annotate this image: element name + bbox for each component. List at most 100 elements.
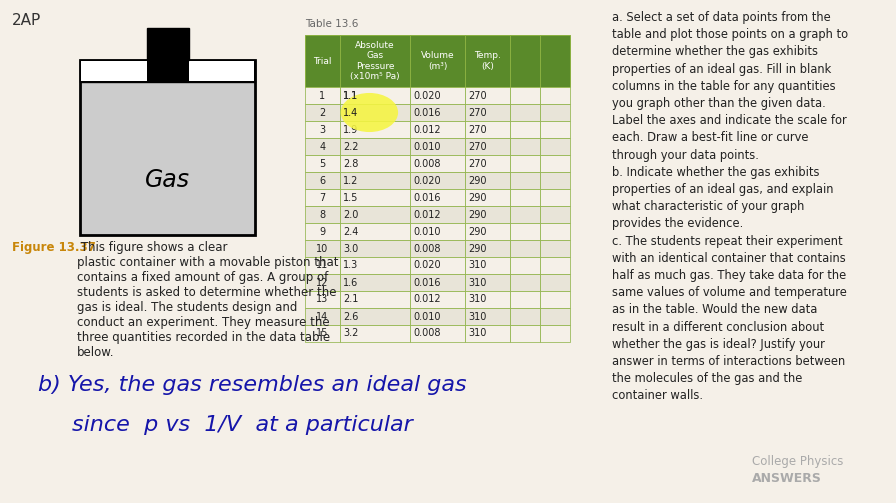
Text: 1.1: 1.1 <box>343 91 358 101</box>
Bar <box>80 60 255 82</box>
Text: 1.1: 1.1 <box>343 91 358 101</box>
Bar <box>465 274 510 291</box>
Text: 290: 290 <box>468 176 487 186</box>
Bar <box>305 206 340 223</box>
Text: 0.016: 0.016 <box>413 193 441 203</box>
Text: Volume
(m³): Volume (m³) <box>421 51 454 71</box>
Bar <box>340 223 410 240</box>
Bar <box>465 87 510 104</box>
Bar <box>510 291 540 308</box>
Text: ANSWERS: ANSWERS <box>752 472 822 485</box>
Bar <box>510 240 540 257</box>
Text: 0.020: 0.020 <box>413 91 441 101</box>
Text: 1.6: 1.6 <box>343 278 358 288</box>
Text: 2.4: 2.4 <box>343 226 358 236</box>
Text: Figure 13.37: Figure 13.37 <box>12 241 96 254</box>
Text: 6: 6 <box>320 176 325 186</box>
Text: 3: 3 <box>320 125 325 134</box>
Bar <box>340 189 410 206</box>
Bar <box>305 257 340 274</box>
Bar <box>340 240 410 257</box>
Text: 2.0: 2.0 <box>343 210 358 219</box>
Bar <box>340 155 410 172</box>
Text: 2.1: 2.1 <box>343 294 358 304</box>
Text: 310: 310 <box>468 261 487 271</box>
Bar <box>410 87 465 104</box>
Text: 1.2: 1.2 <box>343 176 358 186</box>
Text: Gas: Gas <box>145 168 190 192</box>
Bar <box>410 274 465 291</box>
Text: 2AP: 2AP <box>12 13 41 28</box>
Bar <box>540 223 570 240</box>
Text: Trial: Trial <box>314 56 332 65</box>
Ellipse shape <box>340 93 398 132</box>
Bar <box>540 35 570 87</box>
Bar <box>410 104 465 121</box>
Bar <box>540 138 570 155</box>
Bar <box>510 104 540 121</box>
Bar <box>340 274 410 291</box>
Text: 290: 290 <box>468 210 487 219</box>
Bar <box>465 104 510 121</box>
Bar <box>540 257 570 274</box>
Bar <box>80 60 255 235</box>
Bar <box>305 155 340 172</box>
Bar <box>305 104 340 121</box>
Text: 2.2: 2.2 <box>343 141 358 151</box>
Text: 4: 4 <box>320 141 325 151</box>
Text: 8: 8 <box>320 210 325 219</box>
Bar <box>305 325 340 342</box>
Text: 0.010: 0.010 <box>413 311 441 321</box>
Text: 1.5: 1.5 <box>343 193 358 203</box>
Bar <box>465 240 510 257</box>
Text: 270: 270 <box>468 125 487 134</box>
Bar <box>510 223 540 240</box>
Bar <box>540 104 570 121</box>
Text: 310: 310 <box>468 294 487 304</box>
Bar <box>305 223 340 240</box>
Bar <box>340 325 410 342</box>
Text: Absolute
Gas
Pressure
(x10m⁵ Pa): Absolute Gas Pressure (x10m⁵ Pa) <box>350 41 400 81</box>
Bar <box>465 35 510 87</box>
Bar <box>305 121 340 138</box>
Text: Table 13.6: Table 13.6 <box>305 19 358 29</box>
Bar <box>340 172 410 189</box>
Text: 3.0: 3.0 <box>343 243 358 254</box>
Text: 10: 10 <box>316 243 329 254</box>
Bar <box>510 87 540 104</box>
Bar <box>510 325 540 342</box>
Text: College Physics: College Physics <box>752 455 843 468</box>
Text: 0.016: 0.016 <box>413 278 441 288</box>
Bar <box>188 61 254 81</box>
Text: 2.6: 2.6 <box>343 311 358 321</box>
Text: 290: 290 <box>468 193 487 203</box>
Text: This figure shows a clear
plastic container with a movable piston that
contains : This figure shows a clear plastic contai… <box>77 241 339 359</box>
Bar <box>340 291 410 308</box>
Bar <box>540 274 570 291</box>
Bar <box>340 308 410 325</box>
Text: 310: 310 <box>468 328 487 339</box>
Text: a. Select a set of data points from the
table and plot those points on a graph t: a. Select a set of data points from the … <box>612 11 849 402</box>
Bar <box>465 223 510 240</box>
Bar <box>410 172 465 189</box>
Bar <box>340 87 410 104</box>
Bar <box>510 308 540 325</box>
Text: 1.4: 1.4 <box>343 108 358 118</box>
Text: 2: 2 <box>319 108 325 118</box>
Bar <box>147 28 188 60</box>
Text: 12: 12 <box>316 278 329 288</box>
Text: 310: 310 <box>468 311 487 321</box>
Text: 14: 14 <box>316 311 329 321</box>
Text: 270: 270 <box>468 141 487 151</box>
Text: 1.9: 1.9 <box>343 125 358 134</box>
Bar <box>410 206 465 223</box>
Text: 0.012: 0.012 <box>413 125 441 134</box>
Bar <box>410 138 465 155</box>
Bar <box>305 172 340 189</box>
Bar <box>465 291 510 308</box>
Bar <box>410 325 465 342</box>
Text: b) Yes, the gas resembles an ideal gas: b) Yes, the gas resembles an ideal gas <box>38 375 467 395</box>
Bar <box>540 87 570 104</box>
Text: 1.3: 1.3 <box>343 261 358 271</box>
Text: 0.010: 0.010 <box>413 226 441 236</box>
